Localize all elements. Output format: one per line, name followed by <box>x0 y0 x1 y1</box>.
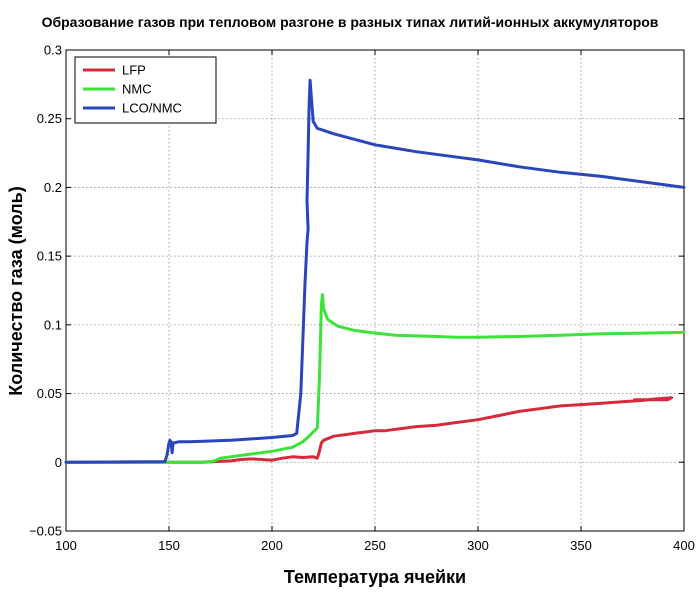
legend-label-lco-nmc: LCO/NMC <box>122 101 182 116</box>
legend-label-nmc: NMC <box>122 82 152 97</box>
y-tick-label: 0.2 <box>44 180 62 195</box>
x-tick-label: 100 <box>55 538 77 553</box>
x-axis-label: Температура ячейки <box>284 567 466 587</box>
legend-label-lfp: LFP <box>122 63 146 78</box>
x-tick-label: 150 <box>158 538 180 553</box>
x-tick-label: 200 <box>261 538 283 553</box>
series-line-lfp <box>64 396 674 464</box>
y-tick-label: 0.05 <box>37 386 62 401</box>
chart-title: Образование газов при тепловом разгоне в… <box>42 14 659 30</box>
x-tick-label: 300 <box>467 538 489 553</box>
y-tick-label: 0 <box>55 455 62 470</box>
grid-lines <box>66 50 684 531</box>
x-tick-label: 350 <box>570 538 592 553</box>
series-line-nmc <box>64 293 686 464</box>
axis-ticks: 100 150 200 250 300 350 400 −0.05 0 0.05 0.1 0.15 0.… <box>29 43 695 554</box>
x-tick-label: 400 <box>673 538 695 553</box>
y-tick-label: −0.05 <box>29 524 62 539</box>
y-tick-label: 0.25 <box>37 111 62 126</box>
y-tick-label: 0.1 <box>44 317 62 332</box>
y-tick-label: 0.3 <box>44 43 62 58</box>
series-line-lco-nmc <box>64 78 686 464</box>
y-axis-label: Количество газа (моль) <box>6 186 26 395</box>
x-tick-label: 250 <box>364 538 386 553</box>
y-tick-label: 0.15 <box>37 249 62 264</box>
series-lines <box>64 78 686 464</box>
legend: LFP NMC LCO/NMC <box>74 56 217 124</box>
